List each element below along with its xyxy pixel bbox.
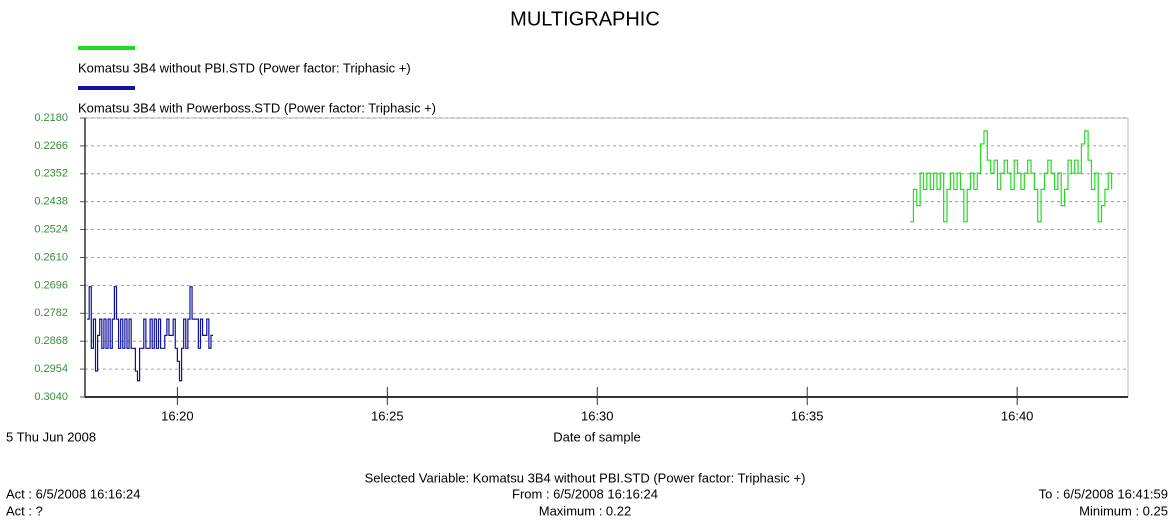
x-tick-label: 16:25 [371,408,404,423]
legend-label: Komatsu 3B4 with Powerboss.STD (Power fa… [78,100,436,115]
y-tick-label: 0.2524 [34,224,68,236]
y-tick-label: 0.2352 [34,168,68,180]
y-tick-label: 0.2180 [34,112,68,124]
y-tick-label: 0.2266 [34,140,68,152]
footer-text: Minimum : 0.25 [1079,503,1168,518]
legend-label: Komatsu 3B4 without PBI.STD (Power facto… [78,60,411,75]
y-tick-label: 0.2782 [34,307,68,319]
y-tick-label: 0.2954 [34,363,68,375]
footer-text: From : 6/5/2008 16:16:24 [512,486,658,501]
footer-text: Act : 6/5/2008 16:16:24 [6,486,140,501]
footer-text: To : 6/5/2008 16:41:59 [1039,486,1168,501]
y-tick-label: 0.3040 [34,391,68,403]
y-tick-label: 0.2610 [34,251,68,263]
selected-variable: Selected Variable: Komatsu 3B4 without P… [365,470,806,485]
chart-title: MULTIGRAPHIC [510,8,660,30]
series-line [87,286,214,382]
y-tick-label: 0.2438 [34,196,68,208]
x-tick-label: 16:35 [791,408,824,423]
x-tick-label: 16:30 [581,408,614,423]
x-tick-label: 16:20 [161,408,194,423]
series-line [910,130,1113,223]
footer-text: Maximum : 0.22 [539,503,631,518]
date-label: 5 Thu Jun 2008 [6,429,96,444]
footer-text: Act : ? [6,503,43,518]
x-axis-label: Date of sample [553,429,640,444]
x-tick-label: 16:40 [1001,408,1034,423]
y-tick-label: 0.2868 [34,335,68,347]
y-tick-label: 0.2696 [34,279,68,291]
